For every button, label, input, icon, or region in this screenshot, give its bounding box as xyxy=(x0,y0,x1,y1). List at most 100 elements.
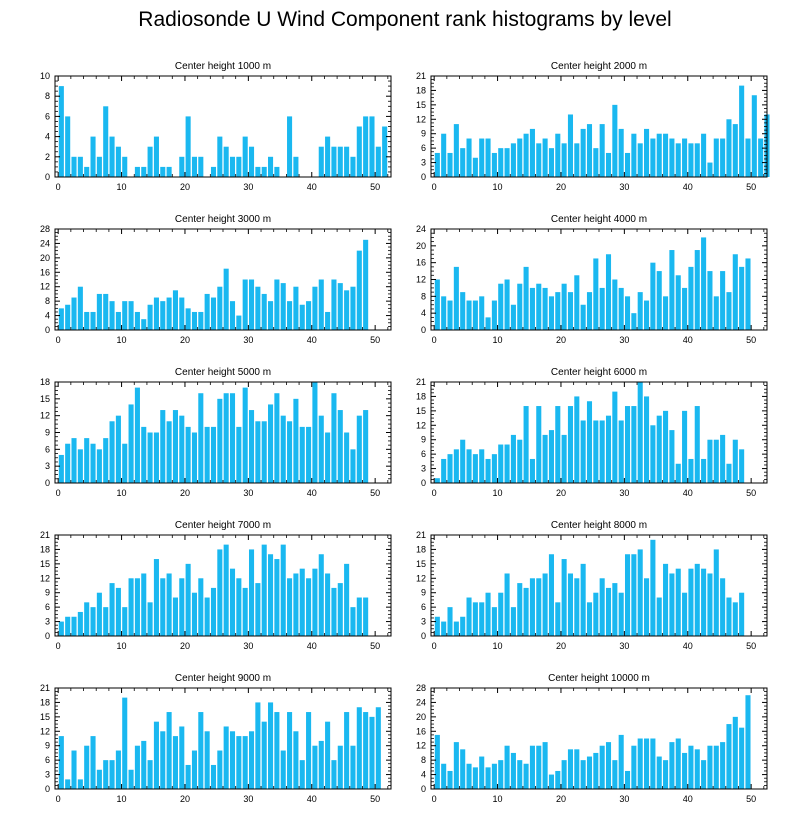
histogram-bar xyxy=(134,745,140,789)
histogram-bar xyxy=(567,292,574,330)
histogram-bar xyxy=(441,621,447,636)
y-tick-label: 8 xyxy=(421,755,426,765)
histogram-bar xyxy=(498,283,504,330)
histogram-bar xyxy=(567,749,574,789)
x-tick-label: 20 xyxy=(180,335,190,345)
x-tick-label: 0 xyxy=(56,488,61,498)
y-tick-label: 4 xyxy=(45,311,50,321)
histogram-panel: Center height 10000 m 0 4 8 12 16 20 24 28 0 10 20 3… xyxy=(416,673,768,804)
y-tick-label: 4 xyxy=(421,770,426,780)
y-tick-label: 6 xyxy=(45,444,50,454)
histogram-bar xyxy=(58,621,64,636)
histogram-bar xyxy=(153,136,159,177)
histogram-bar xyxy=(472,454,478,483)
histogram-bar xyxy=(447,300,453,330)
histogram-bar xyxy=(356,415,362,483)
y-tick-label: 6 xyxy=(45,755,50,765)
histogram-bar xyxy=(631,406,637,483)
histogram-bar xyxy=(688,458,694,483)
histogram-bar xyxy=(312,745,318,789)
x-tick-label: 40 xyxy=(683,641,693,651)
histogram-bar xyxy=(229,301,236,330)
x-tick-label: 30 xyxy=(243,335,253,345)
histogram-bar xyxy=(287,578,293,636)
histogram-bar xyxy=(299,304,305,330)
histogram-bar xyxy=(542,742,548,789)
histogram-bar xyxy=(510,304,516,330)
histogram-bar xyxy=(479,296,485,330)
histogram-bar xyxy=(293,156,299,177)
histogram-bar xyxy=(605,415,612,483)
histogram-bar xyxy=(65,304,71,330)
histogram-bar xyxy=(491,607,497,636)
x-tick-label: 20 xyxy=(180,794,190,804)
panel-title: Center height 9000 m xyxy=(175,673,271,684)
histogram-bar xyxy=(318,279,324,330)
histogram-bar xyxy=(198,311,204,330)
histogram-bar xyxy=(115,415,121,483)
histogram-bar xyxy=(561,559,567,636)
histogram-bar xyxy=(115,146,121,177)
histogram-bar xyxy=(599,124,605,177)
histogram-bar xyxy=(147,304,153,330)
y-tick-label: 28 xyxy=(40,224,50,234)
histogram-bar xyxy=(280,415,286,483)
histogram-bar xyxy=(599,578,605,636)
x-tick-label: 40 xyxy=(683,488,693,498)
histogram-bar xyxy=(306,301,312,330)
histogram-bar xyxy=(90,607,96,636)
x-tick-label: 50 xyxy=(746,182,756,192)
histogram-bar xyxy=(688,568,694,636)
histogram-bar xyxy=(287,301,293,330)
y-tick-label: 3 xyxy=(45,770,50,780)
histogram-bar xyxy=(141,319,147,330)
y-tick-label: 12 xyxy=(416,420,426,430)
x-tick-label: 0 xyxy=(432,335,437,345)
histogram-bar xyxy=(261,166,267,177)
y-tick-label: 0 xyxy=(421,631,426,641)
histogram-bar xyxy=(312,286,318,330)
histogram-bar xyxy=(466,138,472,177)
histogram-bar xyxy=(204,731,210,789)
x-tick-label: 50 xyxy=(370,794,380,804)
histogram-bar xyxy=(542,434,548,483)
histogram-bar xyxy=(280,544,286,636)
histogram-bar xyxy=(555,133,561,177)
panel-title: Center height 5000 m xyxy=(175,367,271,378)
histogram-bar xyxy=(555,406,561,483)
histogram-bar xyxy=(517,138,523,177)
x-tick-label: 50 xyxy=(746,488,756,498)
x-tick-label: 40 xyxy=(683,182,693,192)
histogram-bar xyxy=(147,760,153,789)
histogram-bar xyxy=(185,116,191,177)
histogram-bar xyxy=(318,554,324,636)
histogram-bar xyxy=(548,148,554,177)
histogram-bar xyxy=(325,573,331,636)
y-tick-label: 16 xyxy=(416,726,426,736)
histogram-bar xyxy=(65,443,71,483)
histogram-bar xyxy=(656,271,662,330)
histogram-bar xyxy=(198,712,204,789)
histogram-bar xyxy=(510,752,516,789)
histogram-bar xyxy=(504,444,510,483)
histogram-bar xyxy=(248,410,255,483)
histogram-bar xyxy=(529,287,535,330)
histogram-bar xyxy=(185,308,191,330)
y-tick-label: 9 xyxy=(421,435,426,445)
histogram-bar xyxy=(153,432,159,483)
histogram-bar xyxy=(523,133,529,177)
histogram-bar xyxy=(656,597,662,636)
histogram-bar xyxy=(447,770,453,789)
histogram-bar xyxy=(694,563,700,636)
x-tick-label: 40 xyxy=(307,794,317,804)
y-tick-label: 15 xyxy=(416,559,426,569)
histogram-bar xyxy=(90,736,96,789)
histogram-bar xyxy=(185,426,191,483)
histogram-bar xyxy=(122,301,128,330)
histogram-bar xyxy=(713,296,719,330)
histogram-bar xyxy=(447,152,453,177)
histogram-bar xyxy=(574,275,580,330)
histogram-bar xyxy=(618,420,624,483)
histogram-bar xyxy=(141,740,147,789)
histogram-bar xyxy=(536,283,542,330)
